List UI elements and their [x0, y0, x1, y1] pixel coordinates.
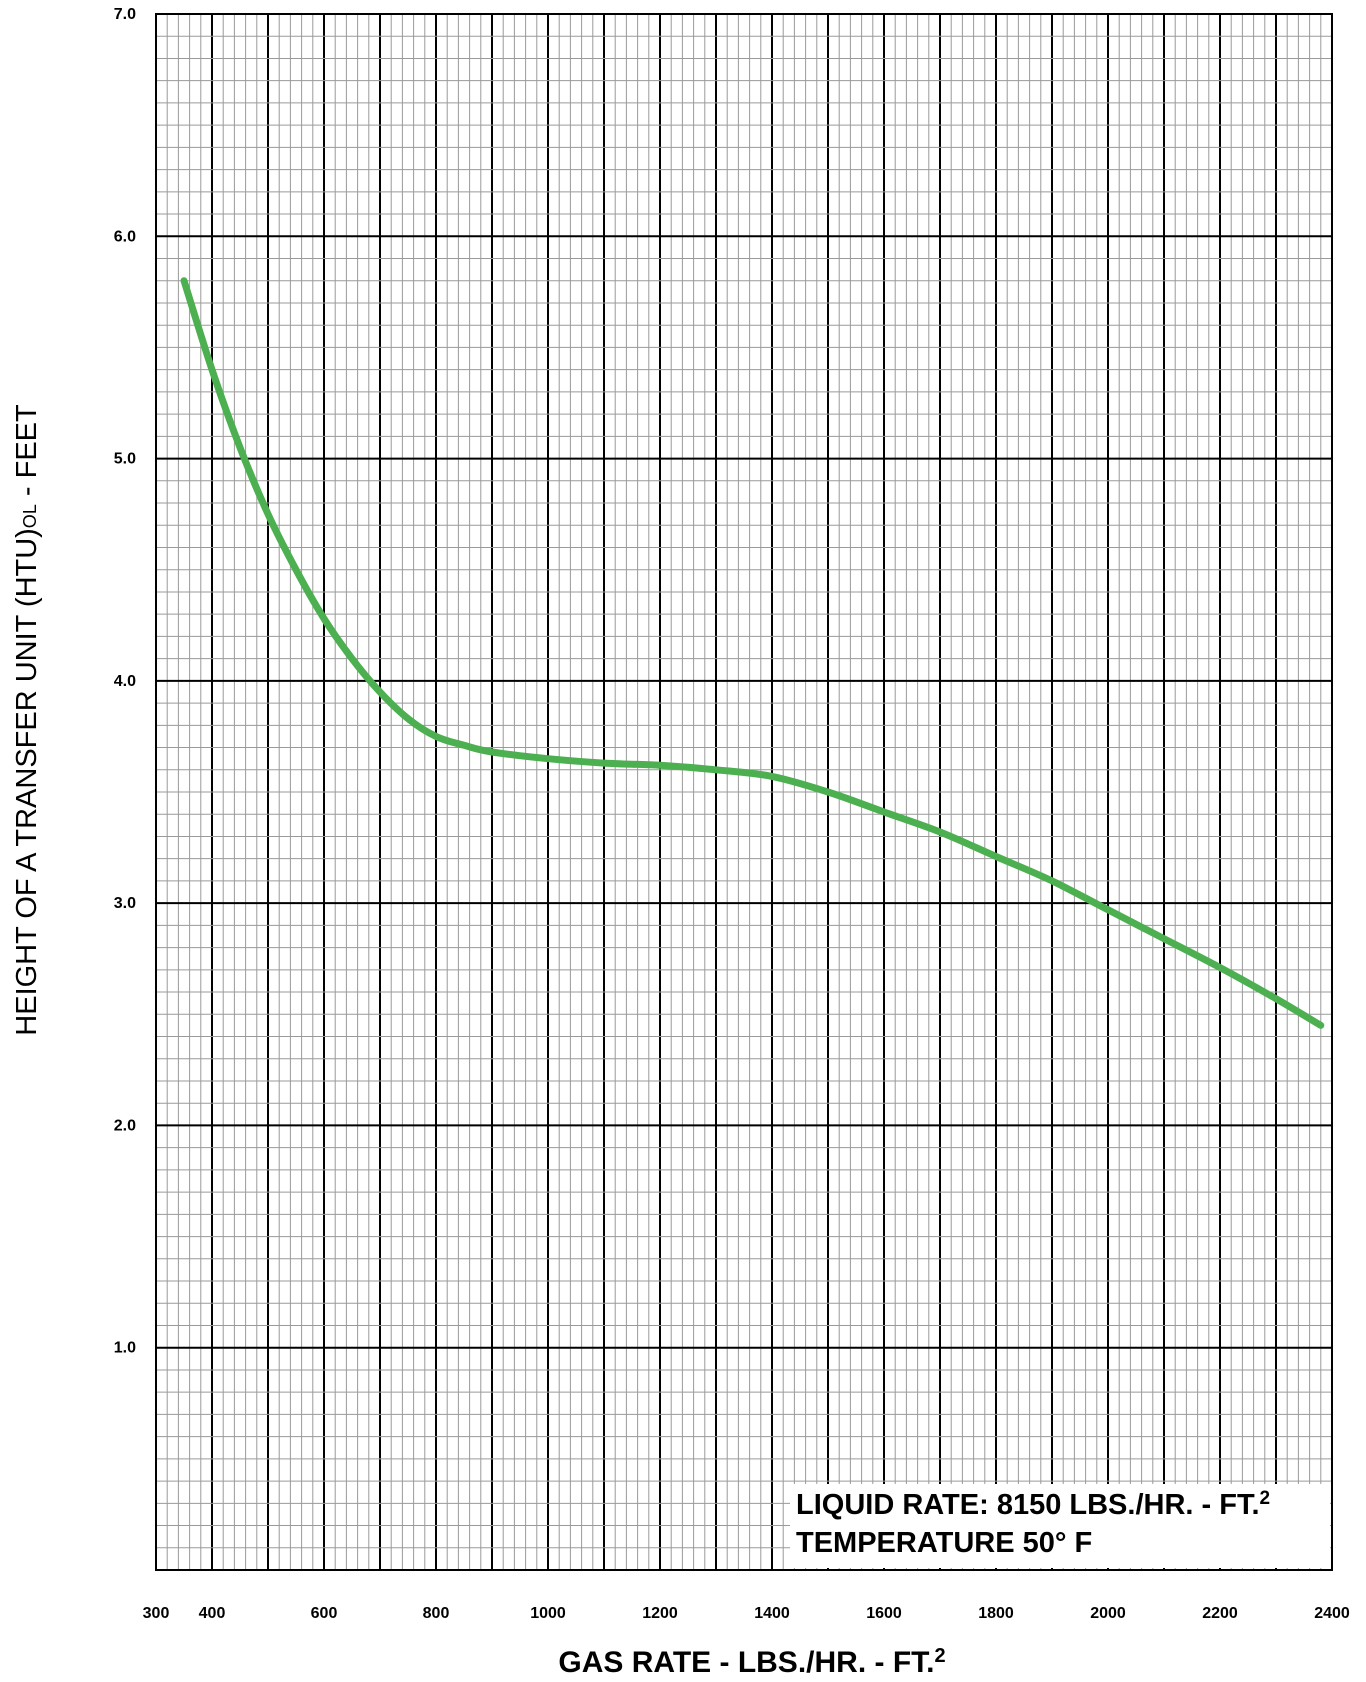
- htu-series-line: [180, 277, 1325, 1029]
- y-tick-label: 5.0: [114, 451, 136, 468]
- x-tick-label: 1600: [866, 1605, 902, 1622]
- x-tick-labels: 300 400 600 800 1000 1200 1400 1600 1800 2000 2200…: [143, 1605, 1350, 1622]
- y-tick-label: 2.0: [114, 1117, 136, 1134]
- y-tick-label: 6.0: [114, 228, 136, 245]
- annotation-temperature: TEMPERATURE 50° F: [796, 1527, 1092, 1559]
- x-axis-title: GAS RATE - LBS./HR. - FT.2: [558, 1645, 945, 1679]
- x-tick-label: 600: [311, 1605, 338, 1622]
- grid: [156, 14, 1332, 1570]
- y-tick-labels: 1.0 2.0 3.0 4.0 5.0 6.0 7.0: [114, 6, 136, 1357]
- y-axis-title: HEIGHT OF A TRANSFER UNIT (HTU)OL - FEET: [11, 404, 43, 1036]
- x-tick-label: 1200: [642, 1605, 678, 1622]
- x-tick-label: 1800: [978, 1605, 1014, 1622]
- x-tick-label: 2200: [1202, 1605, 1238, 1622]
- plot-frame: [155, 13, 1333, 1571]
- annotation-liquid-rate: LIQUID RATE: 8150 LBS./HR. - FT.2: [796, 1488, 1270, 1521]
- y-tick-label: 4.0: [114, 673, 136, 690]
- y-tick-label: 7.0: [114, 6, 136, 23]
- x-tick-label: 2400: [1314, 1605, 1350, 1622]
- annotation-box: [790, 1484, 1330, 1568]
- x-tick-label: 300: [143, 1605, 170, 1622]
- y-tick-label: 3.0: [114, 895, 136, 912]
- x-tick-label: 2000: [1090, 1605, 1126, 1622]
- x-tick-label: 400: [199, 1605, 226, 1622]
- x-tick-label: 800: [423, 1605, 450, 1622]
- x-tick-label: 1400: [754, 1605, 790, 1622]
- y-tick-label: 1.0: [114, 1340, 136, 1357]
- x-tick-label: 1000: [530, 1605, 566, 1622]
